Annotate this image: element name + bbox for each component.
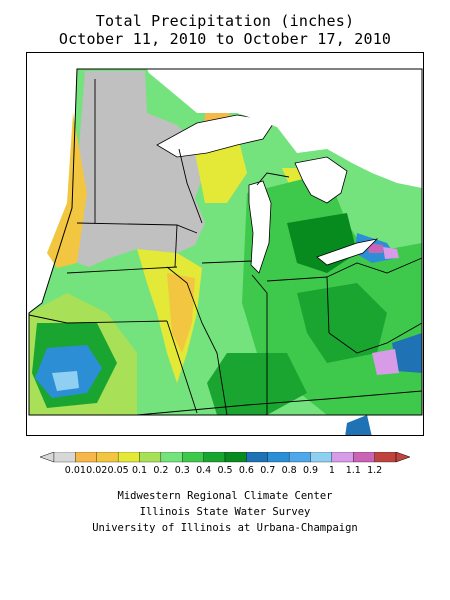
- lake-superior: [156, 114, 276, 158]
- legend-tick-label: 0.3: [175, 465, 190, 476]
- legend-swatch: [288, 451, 311, 463]
- lake-erie: [316, 238, 379, 266]
- precipitation-map: [26, 52, 424, 436]
- legend-swatch: [160, 451, 183, 463]
- legend-graphic: 0.01 0.02 0.05 0.1 0.2 0.3 0.4 0.5 0.6 0.7 0.8 0.9 1…: [39, 451, 411, 476]
- orange-band-central: [167, 273, 195, 353]
- map-title-line1: Total Precipitation (inches): [95, 12, 355, 30]
- dark-green-ohio: [297, 283, 387, 363]
- legend-swatch: [224, 451, 247, 463]
- legend-tick-label: 0.5: [217, 465, 232, 476]
- purple-northeast: [383, 247, 399, 259]
- legend-swatch: [331, 451, 354, 463]
- legend-tick-label: 0.7: [260, 465, 275, 476]
- legend-tick-label: 0.02: [86, 465, 107, 476]
- blue-southeast: [345, 415, 372, 435]
- purple-east: [372, 349, 399, 375]
- legend-tick-label: 0.9: [303, 465, 318, 476]
- legend-high-arrow: [395, 451, 411, 463]
- legend-tick-label: 0.6: [239, 465, 254, 476]
- lake-huron: [294, 156, 348, 204]
- legend-tick-label: 1: [329, 465, 335, 476]
- credit-line-1: Midwestern Regional Climate Center: [117, 490, 333, 502]
- legend-swatch-low: [53, 451, 76, 463]
- state-borders: [28, 79, 423, 416]
- legend-swatch: [353, 451, 375, 463]
- legend-tick-label: 0.1: [132, 465, 147, 476]
- legend-swatch: [117, 451, 140, 463]
- lake-michigan: [248, 180, 272, 274]
- legend-tick-label: 0.01: [65, 465, 86, 476]
- legend-tick-label: 0.05: [108, 465, 129, 476]
- legend-tick-label: 0.4: [196, 465, 211, 476]
- light-blue-southwest: [52, 371, 79, 391]
- legend-swatch: [246, 451, 268, 463]
- legend-swatch: [310, 451, 333, 463]
- canada-white: [147, 69, 422, 188]
- legend-low-arrow: [39, 451, 55, 463]
- legend-tick-label: 1.1: [346, 465, 361, 476]
- credit-line-2: Illinois State Water Survey: [139, 506, 311, 518]
- yellow-band-west: [47, 113, 87, 268]
- credit-line-3: University of Illinois at Urbana-Champai…: [92, 522, 358, 534]
- legend-swatch: [267, 451, 290, 463]
- green-south: [207, 353, 307, 415]
- legend-swatch: [182, 451, 204, 463]
- legend-tick-label: 0.8: [282, 465, 297, 476]
- legend-swatch: [139, 451, 162, 463]
- legend-swatch: [96, 451, 119, 463]
- legend-tick-label: 1.2: [367, 465, 382, 476]
- map-graphic: [28, 68, 423, 435]
- map-title-line2: October 11, 2010 to October 17, 2010: [58, 30, 392, 48]
- blue-southwest: [35, 345, 102, 398]
- color-legend: 0.01 0.02 0.05 0.1 0.2 0.3 0.4 0.5 0.6 0.7 0.8 0.9 1…: [39, 451, 411, 476]
- blue-east-edge: [392, 333, 422, 373]
- legend-swatch: [374, 451, 397, 463]
- legend-swatch: [75, 451, 97, 463]
- no-data-region: [62, 71, 207, 267]
- legend-swatch: [203, 451, 226, 463]
- legend-tick-label: 0.2: [153, 465, 168, 476]
